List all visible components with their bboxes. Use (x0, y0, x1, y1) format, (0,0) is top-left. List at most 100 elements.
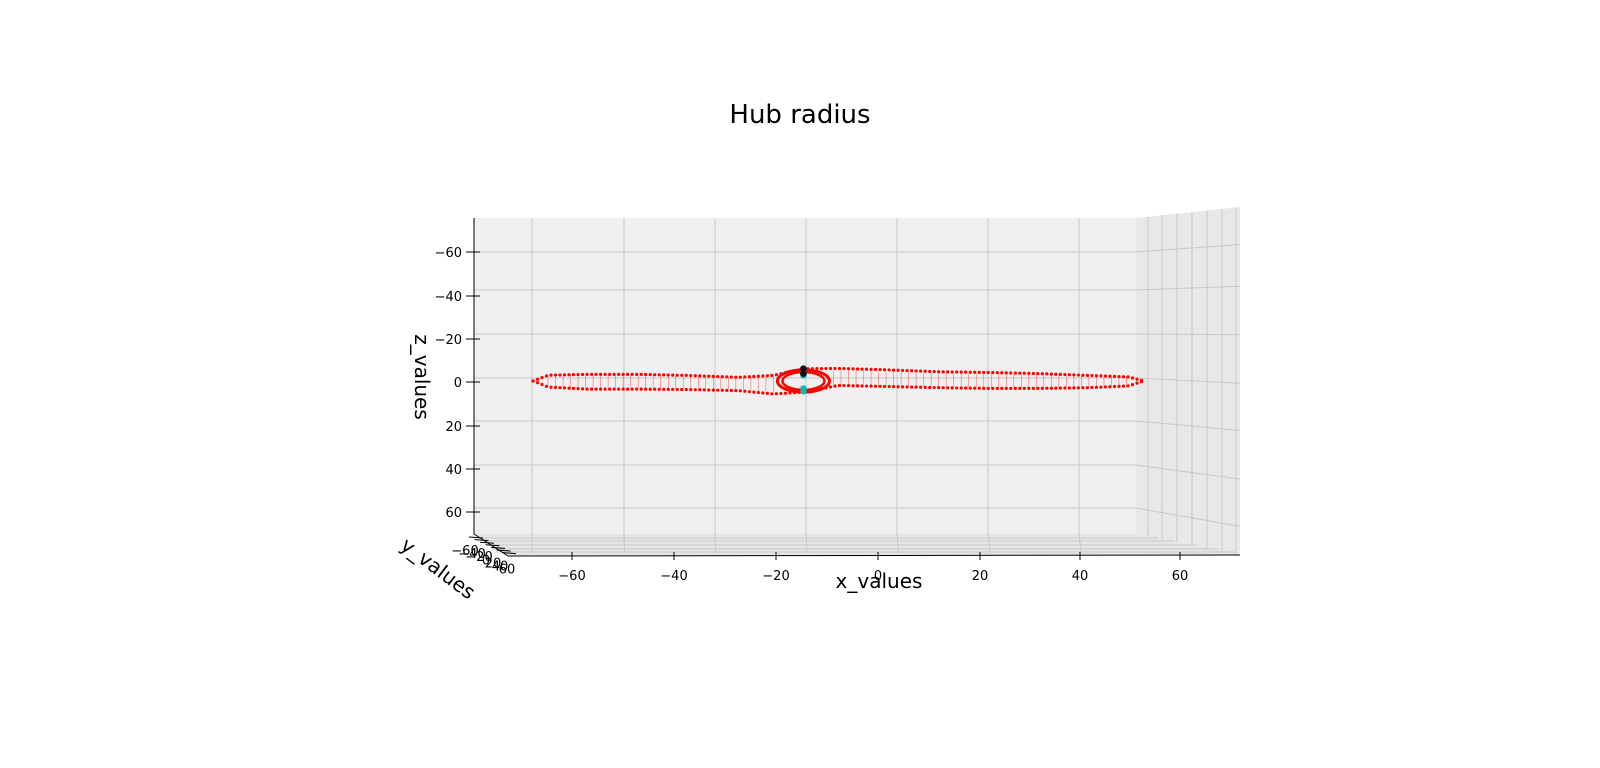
blade-point (1045, 387, 1048, 390)
blade-point (1104, 385, 1107, 388)
blade-point (896, 369, 899, 372)
blade-point (761, 374, 764, 377)
blade-point (716, 375, 719, 378)
blade-point (531, 379, 534, 382)
blade-point (775, 373, 778, 376)
blade-point (906, 385, 909, 388)
blade-point (748, 375, 751, 378)
blade-point (874, 368, 877, 371)
blade-point (649, 373, 652, 376)
blade-point (775, 392, 778, 395)
blade-point (703, 374, 706, 377)
blade-point (1131, 383, 1134, 386)
blade-point (924, 386, 927, 389)
chart-title: Hub radius (0, 100, 1600, 130)
y-tick-label: 60 (499, 563, 516, 578)
blade-point (865, 368, 868, 371)
z-tick-label: 60 (445, 506, 462, 521)
blade-point (1068, 386, 1071, 389)
blade-point (996, 371, 999, 374)
blade-point (1077, 373, 1080, 376)
blade-point (545, 385, 548, 388)
blade-point (761, 391, 764, 394)
series-dark-hub (800, 365, 807, 377)
blade-point (680, 374, 683, 377)
blade-point (969, 371, 972, 374)
blade-point (563, 373, 566, 376)
blade-point (842, 367, 845, 370)
blade-point (703, 388, 706, 391)
blade-point (915, 369, 918, 372)
blade-point (919, 369, 922, 372)
blade-point (1081, 374, 1084, 377)
x-tick-label: −20 (762, 569, 789, 584)
blade-point (640, 388, 643, 391)
blade-point (924, 370, 927, 373)
blade-point (730, 375, 733, 378)
blade-point (996, 387, 999, 390)
blade-point (906, 369, 909, 372)
blade-point (626, 373, 629, 376)
blade-point (892, 368, 895, 371)
blade-point (743, 375, 746, 378)
z-tick-label: 0 (454, 376, 462, 391)
blade-point (1032, 372, 1035, 375)
blade-point (833, 385, 836, 388)
blade-point (1018, 372, 1021, 375)
blade-point (860, 384, 863, 387)
blade-point (973, 387, 976, 390)
blade-point (730, 389, 733, 392)
blade-point (1077, 386, 1080, 389)
blade-point (613, 373, 616, 376)
blade-point (594, 373, 597, 376)
z-tick-label: 20 (445, 420, 462, 435)
blade-point (590, 373, 593, 376)
blade-point (1041, 372, 1044, 375)
blade-point (1000, 387, 1003, 390)
blade-point (1099, 374, 1102, 377)
blade-point (1063, 386, 1066, 389)
blade-point (1086, 386, 1089, 389)
blade-point (878, 368, 881, 371)
blade-point (824, 367, 827, 370)
blade-point (558, 373, 561, 376)
blade-point (978, 371, 981, 374)
x-tick-label: −60 (558, 569, 585, 584)
blade-point (558, 386, 561, 389)
blade-point (725, 389, 728, 392)
blade-point (594, 388, 597, 391)
blade-point (878, 385, 881, 388)
blade-point (933, 386, 936, 389)
blade-point (757, 391, 760, 394)
blade-point (833, 367, 836, 370)
blade-point (770, 392, 773, 395)
blade-point (635, 388, 638, 391)
blade-point (752, 375, 755, 378)
blade-point (653, 388, 656, 391)
blade-point (549, 386, 552, 389)
blade-point (847, 367, 850, 370)
x-axis-label: x_values (836, 569, 923, 593)
blade-point (743, 390, 746, 393)
blade-point (1045, 372, 1048, 375)
blade-point (608, 373, 611, 376)
blade-point (712, 388, 715, 391)
blade-point (991, 387, 994, 390)
blade-point (644, 388, 647, 391)
blade-point (1005, 371, 1008, 374)
x-tick-label: 40 (1072, 569, 1089, 584)
blade-point (766, 392, 769, 395)
blade-point (1009, 387, 1012, 390)
blade-point (896, 385, 899, 388)
blade-point (590, 388, 593, 391)
blade-point (1135, 382, 1138, 385)
blade-point (734, 389, 737, 392)
blade-point (676, 388, 679, 391)
blade-point (1014, 371, 1017, 374)
blade-point (667, 388, 670, 391)
blade-point (910, 385, 913, 388)
blade-point (676, 374, 679, 377)
blade-point (1032, 387, 1035, 390)
blade-point (662, 373, 665, 376)
blade-point (658, 373, 661, 376)
